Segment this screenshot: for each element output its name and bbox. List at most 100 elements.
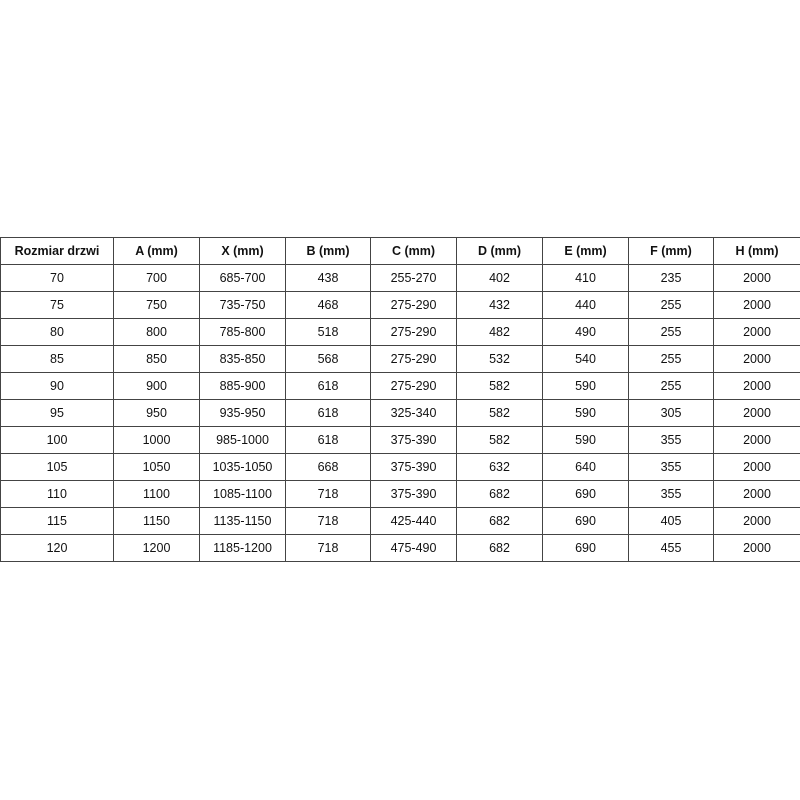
table-cell: 475-490 (370, 534, 457, 562)
table-cell: 850 (113, 345, 200, 373)
column-header: H (mm) (713, 237, 800, 265)
column-header: Rozmiar drzwi (0, 237, 114, 265)
table-cell: 2000 (713, 399, 800, 427)
table-cell: 355 (628, 480, 714, 508)
table-cell: 618 (285, 399, 371, 427)
table-cell: 255-270 (370, 264, 457, 292)
table-cell: 590 (542, 426, 629, 454)
table-cell: 1150 (113, 507, 200, 535)
table-cell: 2000 (713, 345, 800, 373)
table-cell: 482 (456, 318, 543, 346)
table-row: 90 900 885-900 618 275-290 582 590 255 2000 (0, 372, 800, 400)
table-cell: 255 (628, 291, 714, 319)
table-cell: 1050 (113, 453, 200, 481)
table-cell: 275-290 (370, 318, 457, 346)
table-cell: 750 (113, 291, 200, 319)
column-header: C (mm) (370, 237, 457, 265)
table-cell: 518 (285, 318, 371, 346)
table-cell: 275-290 (370, 291, 457, 319)
table-row: 85 850 835-850 568 275-290 532 540 255 2000 (0, 345, 800, 373)
table-row: 75 750 735-750 468 275-290 432 440 255 2000 (0, 291, 800, 319)
table-cell: 1135-1150 (199, 507, 286, 535)
table-cell: 1000 (113, 426, 200, 454)
table-cell: 2000 (713, 480, 800, 508)
table-cell: 640 (542, 453, 629, 481)
table-cell: 785-800 (199, 318, 286, 346)
column-header: B (mm) (285, 237, 371, 265)
table-cell: 935-950 (199, 399, 286, 427)
table-cell: 2000 (713, 264, 800, 292)
table-cell: 568 (285, 345, 371, 373)
table-cell: 582 (456, 426, 543, 454)
table-cell: 682 (456, 480, 543, 508)
table-row: 120 1200 1185-1200 718 475-490 682 690 455 2000 (0, 534, 800, 562)
table-cell: 532 (456, 345, 543, 373)
table-cell: 2000 (713, 291, 800, 319)
table-cell: 425-440 (370, 507, 457, 535)
table-cell: 355 (628, 453, 714, 481)
table-cell: 582 (456, 399, 543, 427)
table-cell: 255 (628, 318, 714, 346)
table-cell: 685-700 (199, 264, 286, 292)
table-cell: 618 (285, 426, 371, 454)
table-cell: 235 (628, 264, 714, 292)
table-cell: 115 (0, 507, 114, 535)
table-cell: 90 (0, 372, 114, 400)
table-row: 100 1000 985-1000 618 375-390 582 590 355 2000 (0, 426, 800, 454)
table-cell: 900 (113, 372, 200, 400)
table-cell: 1100 (113, 480, 200, 508)
table-cell: 835-850 (199, 345, 286, 373)
table-cell: 1085-1100 (199, 480, 286, 508)
column-header: F (mm) (628, 237, 714, 265)
table-cell: 540 (542, 345, 629, 373)
table-cell: 402 (456, 264, 543, 292)
table-row: 105 1050 1035-1050 668 375-390 632 640 355 2000 (0, 453, 800, 481)
table-cell: 718 (285, 507, 371, 535)
column-header: E (mm) (542, 237, 629, 265)
table-cell: 255 (628, 345, 714, 373)
table-row: 80 800 785-800 518 275-290 482 490 255 2000 (0, 318, 800, 346)
table-cell: 682 (456, 507, 543, 535)
table-cell: 632 (456, 453, 543, 481)
table-cell: 2000 (713, 426, 800, 454)
table-cell: 95 (0, 399, 114, 427)
table-cell: 1200 (113, 534, 200, 562)
table-row: 110 1100 1085-1100 718 375-390 682 690 355 2000 (0, 480, 800, 508)
table-cell: 410 (542, 264, 629, 292)
column-header: X (mm) (199, 237, 286, 265)
table-cell: 800 (113, 318, 200, 346)
table-cell: 110 (0, 480, 114, 508)
table-cell: 305 (628, 399, 714, 427)
table-cell: 275-290 (370, 345, 457, 373)
table-cell: 100 (0, 426, 114, 454)
table-cell: 700 (113, 264, 200, 292)
table-cell: 2000 (713, 534, 800, 562)
table-cell: 885-900 (199, 372, 286, 400)
table-cell: 2000 (713, 453, 800, 481)
table-cell: 468 (285, 291, 371, 319)
table-cell: 490 (542, 318, 629, 346)
table-cell: 590 (542, 399, 629, 427)
table-cell: 375-390 (370, 480, 457, 508)
column-header: D (mm) (456, 237, 543, 265)
table-cell: 950 (113, 399, 200, 427)
table-cell: 582 (456, 372, 543, 400)
table-cell: 375-390 (370, 453, 457, 481)
table-cell: 355 (628, 426, 714, 454)
table-cell: 455 (628, 534, 714, 562)
table-cell: 718 (285, 480, 371, 508)
table-cell: 2000 (713, 318, 800, 346)
table-cell: 735-750 (199, 291, 286, 319)
table-cell: 590 (542, 372, 629, 400)
table-cell: 275-290 (370, 372, 457, 400)
table-cell: 70 (0, 264, 114, 292)
table-cell: 668 (285, 453, 371, 481)
table-row: 70 700 685-700 438 255-270 402 410 235 2000 (0, 264, 800, 292)
table-cell: 985-1000 (199, 426, 286, 454)
table-cell: 405 (628, 507, 714, 535)
table-cell: 2000 (713, 372, 800, 400)
table-cell: 2000 (713, 507, 800, 535)
table-cell: 690 (542, 534, 629, 562)
table-row: 115 1150 1135-1150 718 425-440 682 690 405 2000 (0, 507, 800, 535)
table-cell: 440 (542, 291, 629, 319)
